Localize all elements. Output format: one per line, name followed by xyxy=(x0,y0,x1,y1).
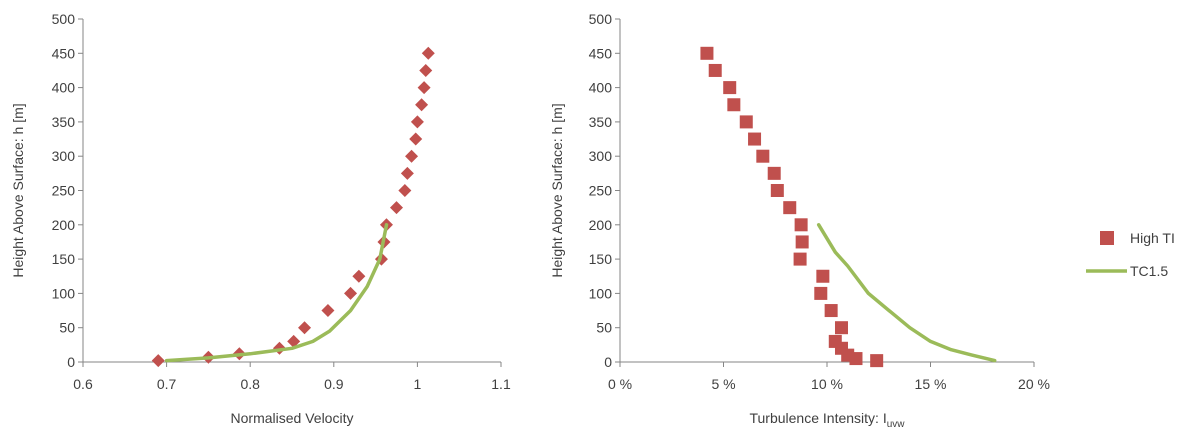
legend-label: TC1.5 xyxy=(1130,263,1168,279)
ti-y-axis-title: Height Above Surface: h [m] xyxy=(549,103,565,277)
velocity-y-tick-label: 50 xyxy=(59,320,75,336)
ti-x-tick-label: 0 % xyxy=(608,376,632,392)
velocity-series-line xyxy=(164,223,389,363)
ti-data-point xyxy=(739,115,753,129)
velocity-data-point xyxy=(421,46,435,60)
ti-x-tick-label: 10 % xyxy=(811,376,843,392)
velocity-data-point xyxy=(151,354,165,368)
ti-y-tick-label: 100 xyxy=(589,285,613,301)
ti-data-point xyxy=(783,201,797,215)
ti-data-point xyxy=(770,184,784,197)
ti-y-tick-label: 500 xyxy=(589,11,613,27)
ti-data-point xyxy=(795,235,809,249)
velocity-data-point xyxy=(415,98,429,112)
ti-data-point xyxy=(727,98,741,112)
turbulence-intensity-chart: 0 50 100 150 200 250 300 350 400 450 500 0 % 5 % 10 %… xyxy=(549,11,1050,430)
velocity-y-tick-label: 450 xyxy=(52,45,76,61)
ti-data-point xyxy=(834,321,848,335)
ti-x-tick-label: 20 % xyxy=(1018,376,1050,392)
velocity-data-point xyxy=(287,334,301,348)
ti-x-tick-label: 15 % xyxy=(915,376,947,392)
ti-data-point xyxy=(723,81,737,95)
velocity-y-tick-label: 350 xyxy=(52,114,76,130)
velocity-data-point xyxy=(417,81,431,95)
velocity-y-tick-label: 100 xyxy=(52,285,76,301)
velocity-data-point xyxy=(419,63,433,77)
ti-x-tick-label: 5 % xyxy=(711,376,735,392)
velocity-x-tick-label: 1 xyxy=(414,376,422,392)
velocity-y-tick-label: 250 xyxy=(52,183,76,199)
ti-data-point xyxy=(700,46,714,60)
velocity-x-tick-label: 0.7 xyxy=(157,376,177,392)
velocity-data-point xyxy=(400,166,414,180)
ti-data-point xyxy=(870,354,884,368)
ti-data-point xyxy=(814,286,828,300)
velocity-data-point xyxy=(409,132,423,146)
ti-data-point xyxy=(756,149,770,163)
chart-legend: High TI TC1.5 xyxy=(1086,230,1175,279)
velocity-y-tick-label: 200 xyxy=(52,217,76,233)
ti-y-tick-label: 350 xyxy=(589,114,613,130)
velocity-data-point xyxy=(298,321,312,335)
velocity-data-point xyxy=(352,269,366,283)
velocity-data-point xyxy=(344,286,358,300)
velocity-y-axis-title: Height Above Surface: h [m] xyxy=(10,103,26,277)
velocity-y-tick-label: 300 xyxy=(52,148,76,164)
ti-data-point xyxy=(824,304,838,318)
ti-y-tick-label: 200 xyxy=(589,217,613,233)
ti-data-point xyxy=(828,334,842,348)
ti-data-point xyxy=(794,218,808,232)
velocity-x-tick-label: 1.1 xyxy=(491,376,511,392)
velocity-data-point xyxy=(405,149,419,163)
ti-y-tick-label: 50 xyxy=(596,320,612,336)
velocity-data-point xyxy=(398,184,412,197)
velocity-x-axis-title: Normalised Velocity xyxy=(231,410,354,426)
velocity-y-tick-label: 0 xyxy=(67,354,75,370)
ti-y-tick-label: 0 xyxy=(604,354,612,370)
ti-data-point xyxy=(748,132,762,146)
velocity-x-tick-label: 0.8 xyxy=(240,376,260,392)
ti-y-tick-label: 150 xyxy=(589,251,613,267)
ti-y-tick-label: 450 xyxy=(589,45,613,61)
velocity-data-point xyxy=(390,201,403,215)
velocity-x-tick-label: 0.6 xyxy=(73,376,93,392)
ti-data-point xyxy=(793,252,807,266)
velocity-y-tick-label: 500 xyxy=(52,11,76,27)
velocity-data-point xyxy=(410,115,424,129)
ti-y-tick-label: 300 xyxy=(589,148,613,164)
ti-y-tick-label: 250 xyxy=(589,183,613,199)
velocity-profile-chart: 0 50 100 150 200 250 300 350 400 450 500 0.6 0.7 0.8 0… xyxy=(10,11,511,426)
velocity-data-point xyxy=(321,304,335,318)
velocity-y-tick-label: 400 xyxy=(52,80,76,96)
legend-marker-square xyxy=(1100,231,1114,245)
ti-data-point xyxy=(816,269,830,283)
legend-label: High TI xyxy=(1130,230,1175,246)
ti-y-tick-label: 400 xyxy=(589,80,613,96)
ti-series-line xyxy=(816,223,997,363)
velocity-y-tick-label: 150 xyxy=(52,251,76,267)
ti-data-point xyxy=(708,63,722,77)
ti-data-point xyxy=(767,166,781,180)
velocity-x-tick-label: 0.9 xyxy=(324,376,344,392)
ti-x-axis-title: Turbulence Intensity: Iuvw xyxy=(749,410,905,430)
